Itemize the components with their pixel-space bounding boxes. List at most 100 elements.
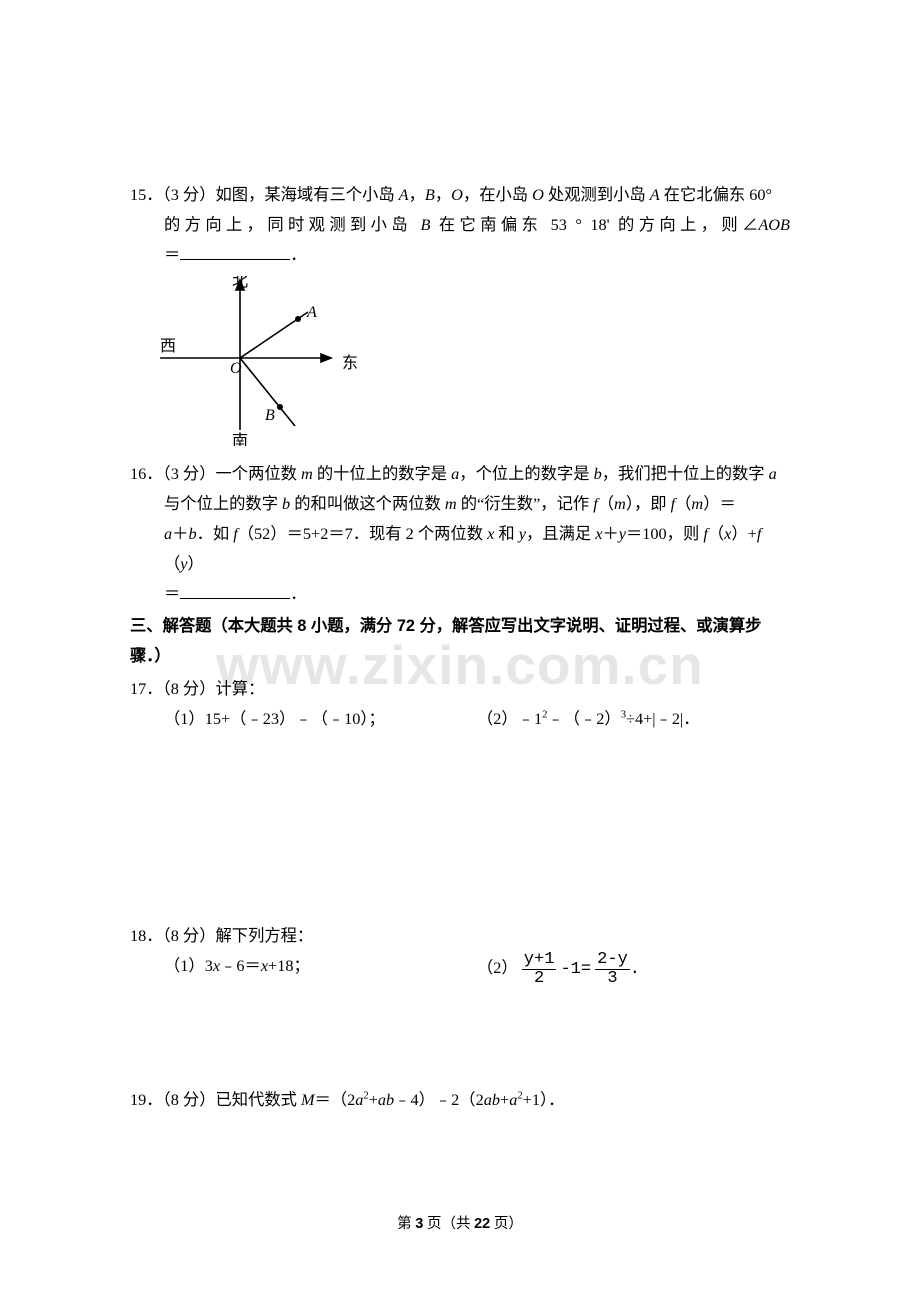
spacer-17-18 <box>130 736 790 921</box>
q16-2c: 的“衍生数”，记作 <box>457 494 594 513</box>
q17-num: 17． <box>130 679 163 698</box>
q18-frac2: 2-y3 <box>595 951 630 988</box>
q17-p1: （1）15+（﹣23）﹣（﹣10）； <box>164 709 385 728</box>
q16-eq: ＝ <box>164 584 180 603</box>
q16-b2: b <box>282 494 290 513</box>
q16-2a: 与个位上的数字 <box>164 494 282 513</box>
q16-2b: 的和叫做这个两位数 <box>290 494 445 513</box>
q15-t5: 的方向上，同时观测到小岛 <box>164 215 420 234</box>
q16-2f: （ <box>675 494 691 513</box>
question-19: 19．（8 分）已知代数式 M＝（2a2+ab﹣4）﹣2（2ab+a2+1）． <box>130 1085 790 1115</box>
q15-figure: 北 南 东 西 O A B <box>160 276 790 456</box>
q19-ta: 已知代数式 <box>216 1090 301 1109</box>
q16-1a: 一个两位数 <box>216 464 301 483</box>
q19-pts: （8 分） <box>163 1090 216 1109</box>
fig-label-A: A <box>306 304 317 321</box>
q16-blank <box>180 582 290 599</box>
q15-t4: 在它北偏东 60° <box>660 185 772 204</box>
q15-c1: ， <box>409 185 425 204</box>
q15-O1: O <box>451 185 463 204</box>
q18-pts: （8 分） <box>163 926 216 945</box>
q17-p2c: ÷4+|﹣2|． <box>626 709 699 728</box>
q15-A2: A <box>650 185 660 204</box>
q16-a2: a <box>769 464 777 483</box>
sec3-l2: 骤．） <box>130 641 790 671</box>
q16-3i: ）+ <box>731 524 756 543</box>
q16-3g: ＝100，则 <box>626 524 703 543</box>
q19-te: + <box>500 1090 509 1109</box>
question-15: 15．（3 分）如图，某海域有三个小岛 A，B，O，在小岛 O 处观测到小岛 A… <box>130 180 790 457</box>
fig-label-west: 西 <box>160 338 176 355</box>
q16-3j: （ <box>164 554 180 573</box>
q16-y3: y <box>180 554 187 573</box>
fig-label-east: 东 <box>342 354 358 372</box>
q15-dot: ． <box>290 245 306 264</box>
q15-AOB: AOB <box>758 215 790 234</box>
q19-tb: ＝（2 <box>315 1090 356 1109</box>
q19-M: M <box>301 1090 315 1109</box>
q18-f1n: y+1 <box>522 951 557 970</box>
page-footer: 第 3 页（共 22 页） <box>0 1211 920 1238</box>
q16-1c: ，个位上的数字是 <box>459 464 593 483</box>
q16-3b: ．如 <box>197 524 234 543</box>
q19-num: 19． <box>130 1090 163 1109</box>
q16-m4: m <box>691 494 703 513</box>
q15-c2: ， <box>435 185 451 204</box>
q16-dot: ． <box>290 584 306 603</box>
q19-tf: +1）． <box>523 1090 565 1109</box>
q18-p1a: （1）3 <box>164 956 213 975</box>
q17-title: 计算： <box>216 679 265 698</box>
q16-m3: m <box>614 494 626 513</box>
q16-2e: ），即 <box>626 494 671 513</box>
pf-c: 页（共 <box>423 1216 474 1232</box>
q16-y1: y <box>519 524 526 543</box>
q18-x2: x <box>261 956 268 975</box>
fig-label-O: O <box>230 360 242 377</box>
q15-A1: A <box>399 185 409 204</box>
q16-a3: a <box>164 524 172 543</box>
pf-a: 第 <box>397 1216 415 1232</box>
q16-b3: b <box>188 524 196 543</box>
q16-3d: 和 <box>494 524 518 543</box>
q17-p2a: （2）﹣1 <box>477 709 542 728</box>
q15-pts: （3 分） <box>163 185 216 204</box>
q16-2g: ）＝ <box>703 494 736 513</box>
q15-O2: O <box>532 185 544 204</box>
q16-1b: 的十位上的数字是 <box>313 464 451 483</box>
q18-x1: x <box>213 956 220 975</box>
q16-3a: ＋ <box>172 524 188 543</box>
q16-m1: m <box>301 464 313 483</box>
q16-3c: （52）＝5+2＝7．现有 2 个两位数 <box>238 524 487 543</box>
spacer-18-19 <box>130 990 790 1085</box>
fig-label-B: B <box>265 407 275 424</box>
q15-eq: ＝ <box>164 245 180 264</box>
q17-p2b: ﹣（﹣2） <box>547 709 620 728</box>
q16-num: 16． <box>130 464 163 483</box>
q18-end: . <box>630 960 640 979</box>
q19-td: ﹣4）﹣2（2 <box>394 1090 484 1109</box>
q15-t6: 在它南偏东 53 ° 18' 的方向上，则∠ <box>430 215 758 234</box>
q18-mid: -1= <box>560 960 591 979</box>
q19-ab1: ab <box>378 1090 394 1109</box>
section-3-heading: 三、解答题（本大题共 8 小题，满分 72 分，解答应写出文字说明、证明过程、或… <box>130 611 790 671</box>
q16-1d: ，我们把十位上的数字 <box>602 464 769 483</box>
q16-y2: y <box>619 524 626 543</box>
q15-t1: 如图，某海域有三个小岛 <box>216 185 399 204</box>
q18-title: 解下列方程： <box>216 926 314 945</box>
pf-d: 22 <box>474 1216 490 1232</box>
pf-e: 页） <box>490 1216 523 1232</box>
q18-p1c: +18； <box>268 956 310 975</box>
q15-B2: B <box>420 215 430 234</box>
question-17: 17．（8 分）计算： （1）15+（﹣23）﹣（﹣10）； （2）﹣12﹣（﹣… <box>130 674 790 734</box>
q18-f2d: 3 <box>595 970 630 988</box>
q15-B1: B <box>425 185 435 204</box>
fig-label-north: 北 <box>232 276 248 290</box>
q16-3h: （ <box>708 524 724 543</box>
q16-pts: （3 分） <box>163 464 216 483</box>
question-18: 18．（8 分）解下列方程： （1）3x﹣6＝x+18； （2） y+12 -1… <box>130 921 790 988</box>
q16-3k: ） <box>188 554 204 573</box>
q17-pts: （8 分） <box>163 679 216 698</box>
q18-p1b: ﹣6＝ <box>220 956 261 975</box>
fig-label-south: 南 <box>232 432 248 446</box>
q16-2d: （ <box>598 494 614 513</box>
